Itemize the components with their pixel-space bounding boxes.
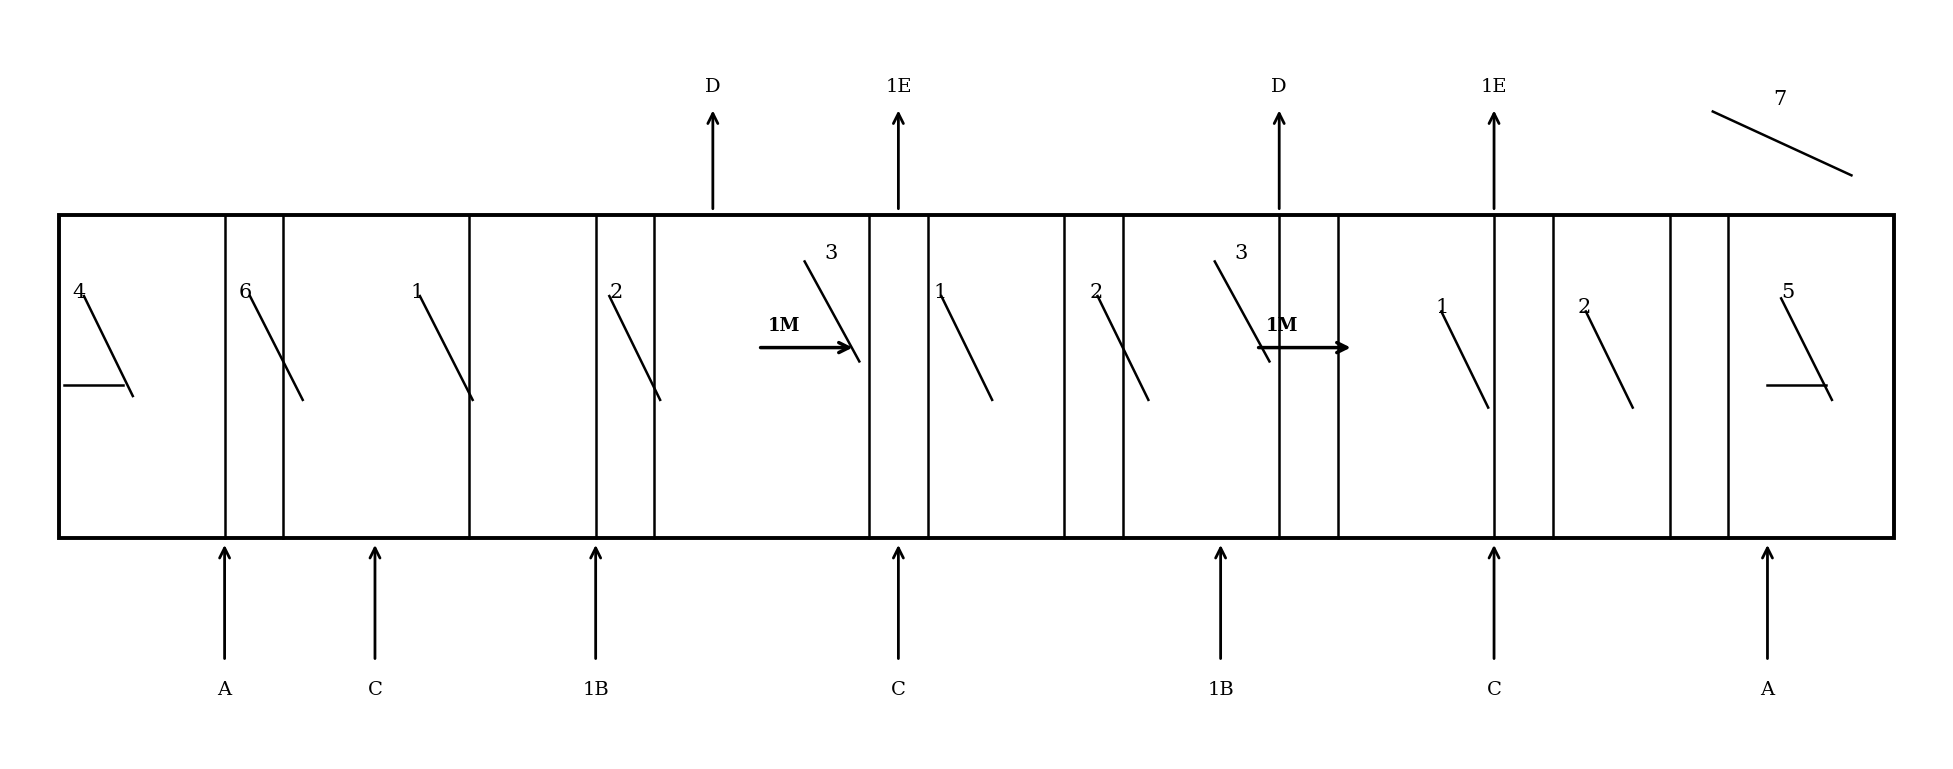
Text: 1E: 1E	[1480, 78, 1508, 96]
Bar	[59, 215, 1894, 538]
Text: 1B: 1B	[1207, 681, 1234, 698]
Text: 3: 3	[1234, 245, 1248, 263]
Text: A: A	[1760, 681, 1775, 698]
Text: C: C	[367, 681, 383, 698]
Text: 3: 3	[824, 245, 838, 263]
Text: 2: 2	[1090, 283, 1103, 301]
Text: 2: 2	[1578, 298, 1592, 317]
Text: C: C	[891, 681, 906, 698]
Text: 2: 2	[609, 283, 623, 301]
Text: 1B: 1B	[582, 681, 609, 698]
Text: 1: 1	[1435, 298, 1449, 317]
Text: 1M: 1M	[768, 317, 801, 335]
Text: 1M: 1M	[1266, 317, 1299, 335]
Text: 1: 1	[934, 283, 947, 301]
Text: 7: 7	[1773, 91, 1787, 109]
Text: 4: 4	[72, 283, 86, 301]
Text: 6: 6	[238, 283, 252, 301]
Text: 1: 1	[410, 283, 424, 301]
Text: D: D	[705, 78, 721, 96]
Text: 5: 5	[1781, 283, 1795, 301]
Text: 1E: 1E	[885, 78, 912, 96]
Text: A: A	[217, 681, 232, 698]
Text: D: D	[1271, 78, 1287, 96]
Text: C: C	[1486, 681, 1502, 698]
